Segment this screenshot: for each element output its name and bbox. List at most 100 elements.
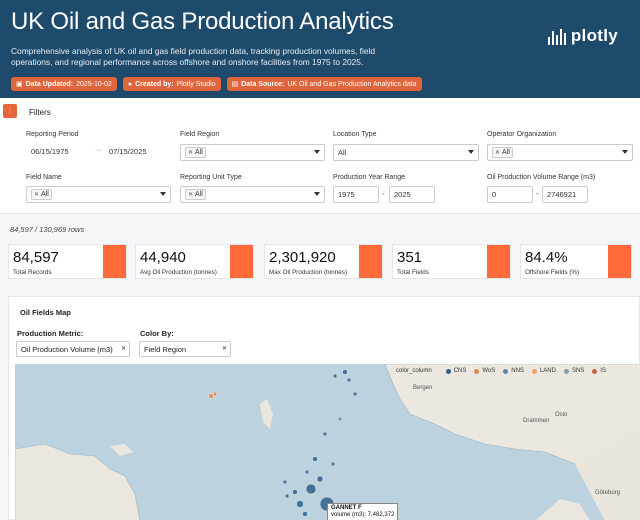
field-marker[interactable] bbox=[296, 500, 304, 508]
place-label-oslo: Oslo bbox=[555, 412, 568, 418]
legend-item-sns[interactable]: SNS bbox=[563, 368, 584, 374]
volume-max-input[interactable]: 2746921 bbox=[542, 186, 588, 203]
kpi-value: 84.4% bbox=[525, 249, 568, 266]
badge-row: ▣ Data Updated: 2025-10-02 ● Created by:… bbox=[11, 77, 422, 91]
legend-item-cns[interactable]: CNS bbox=[445, 368, 466, 374]
location-type-value: All bbox=[338, 148, 347, 157]
production-metric-select[interactable]: Oil Production Volume (m3) ✕ bbox=[16, 341, 130, 357]
field-marker[interactable] bbox=[332, 373, 338, 379]
reporting-unit-chip[interactable]: ✕ All bbox=[185, 189, 206, 200]
legend-item-is[interactable]: IS bbox=[592, 368, 606, 374]
volume-min-input[interactable]: 0 bbox=[487, 186, 533, 203]
field-marker[interactable] bbox=[304, 469, 310, 475]
map-plot-area[interactable]: Bergen Oslo Drammen Göteborg bbox=[15, 364, 640, 520]
color-by-select[interactable]: Field Region ✕ bbox=[139, 341, 231, 357]
kpi-card-max-oil: 2,301,920 Max Oil Production (tonnes) bbox=[264, 244, 383, 279]
badge-value: 2025-10-02 bbox=[76, 80, 112, 88]
norway-land bbox=[384, 364, 640, 520]
field-markers[interactable] bbox=[208, 369, 358, 517]
remove-icon[interactable]: ✕ bbox=[495, 150, 501, 156]
badge-label: Data Updated: bbox=[25, 80, 74, 88]
field-marker[interactable] bbox=[312, 456, 318, 462]
kpi-label: Avg Oil Production (tonnes) bbox=[140, 269, 217, 276]
row-count: 84,597 / 130,969 rows bbox=[10, 225, 85, 234]
legend-item-wos[interactable]: WoS bbox=[474, 368, 495, 374]
field-region-chip[interactable]: ✕ All bbox=[185, 147, 206, 158]
field-marker[interactable] bbox=[342, 369, 348, 375]
end-date-input[interactable]: 07/15/2025 bbox=[109, 147, 147, 156]
field-marker[interactable] bbox=[322, 431, 328, 437]
clear-icon[interactable]: ✕ bbox=[120, 346, 126, 352]
orkney-land bbox=[110, 444, 133, 456]
chevron-down-icon bbox=[468, 150, 474, 154]
chip-label: All bbox=[195, 191, 203, 198]
oil-fields-map-card: Oil Fields Map Production Metric: Oil Pr… bbox=[8, 296, 640, 520]
data-source-badge: ▤ Data Source: UK Oil and Gas Production… bbox=[226, 77, 422, 91]
year-min-input[interactable]: 1975 bbox=[333, 186, 379, 203]
field-marker[interactable] bbox=[292, 489, 298, 495]
clear-icon[interactable]: ✕ bbox=[221, 346, 227, 352]
arrow-right-icon: → bbox=[93, 144, 103, 155]
field-marker[interactable] bbox=[346, 377, 352, 383]
shetland-land bbox=[260, 399, 273, 429]
legend-item-nns[interactable]: NNS bbox=[503, 368, 524, 374]
field-marker[interactable] bbox=[305, 483, 317, 495]
year-max-input[interactable]: 2025 bbox=[389, 186, 435, 203]
page-header: UK Oil and Gas Production Analytics Comp… bbox=[0, 0, 640, 98]
kpi-label: Offshore Fields (%) bbox=[525, 269, 580, 276]
start-date-input[interactable]: 06/15/1975 bbox=[31, 147, 69, 156]
remove-icon[interactable]: ✕ bbox=[188, 150, 194, 156]
legend-marker bbox=[445, 368, 451, 374]
field-marker[interactable] bbox=[302, 511, 308, 517]
legend-marker bbox=[474, 368, 480, 374]
legend-item-land[interactable]: LAND bbox=[531, 368, 556, 374]
field-name-chip[interactable]: ✕ All bbox=[31, 189, 52, 200]
field-region-select[interactable]: ✕ All bbox=[180, 144, 325, 161]
map-svg[interactable]: Bergen Oslo Drammen Göteborg bbox=[15, 364, 640, 520]
field-marker[interactable] bbox=[337, 416, 343, 422]
plotly-logo-icon bbox=[547, 27, 566, 45]
kpi-value: 84,597 bbox=[13, 249, 59, 266]
sliders-icon[interactable]: ⫶ bbox=[3, 104, 17, 118]
field-marker[interactable] bbox=[330, 461, 336, 467]
remove-icon[interactable]: ✕ bbox=[34, 192, 40, 198]
chevron-down-icon bbox=[314, 150, 320, 154]
field-marker[interactable] bbox=[352, 391, 358, 397]
reporting-period-range: 06/15/1975 → 07/15/2025 bbox=[26, 144, 171, 161]
field-region-label: Field Region bbox=[180, 131, 220, 138]
operator-org-select[interactable]: ✕ All bbox=[487, 144, 633, 161]
place-label-drammen: Drammen bbox=[523, 418, 549, 424]
legend-label: LAND bbox=[539, 368, 556, 374]
field-marker[interactable] bbox=[208, 393, 214, 399]
operator-org-label: Operator Organization bbox=[487, 131, 557, 138]
field-name-select[interactable]: ✕ All bbox=[26, 186, 171, 203]
remove-icon[interactable]: ✕ bbox=[188, 192, 194, 198]
kpi-value: 351 bbox=[397, 249, 423, 266]
plotly-logo[interactable]: plotly bbox=[547, 26, 618, 46]
filters-panel: ⫶ Filters Reporting Period 06/15/1975 → … bbox=[0, 98, 640, 214]
kpi-label: Total Records bbox=[13, 269, 52, 276]
kpi-accent-bar bbox=[359, 245, 382, 278]
kpi-label: Total Fields bbox=[397, 269, 429, 276]
page-subtitle: Comprehensive analysis of UK oil and gas… bbox=[11, 46, 376, 67]
field-marker[interactable] bbox=[316, 475, 324, 483]
chip-label: All bbox=[41, 191, 49, 198]
production-metric-label: Production Metric: bbox=[17, 329, 84, 338]
page-title: UK Oil and Gas Production Analytics bbox=[11, 8, 394, 35]
location-type-select[interactable]: All bbox=[333, 144, 479, 161]
reporting-unit-select[interactable]: ✕ All bbox=[180, 186, 325, 203]
kpi-card-total-records: 84,597 Total Records bbox=[8, 244, 127, 279]
legend-label: IS bbox=[600, 368, 606, 374]
calendar-icon: ▣ bbox=[16, 81, 23, 88]
operator-org-chip[interactable]: ✕ All bbox=[492, 147, 513, 158]
field-marker[interactable] bbox=[212, 391, 218, 397]
map-title: Oil Fields Map bbox=[20, 308, 71, 317]
kpi-card-avg-oil: 44,940 Avg Oil Production (tonnes) bbox=[135, 244, 254, 279]
tooltip-detail: volume (m3): 7,482,372 bbox=[331, 512, 395, 518]
scotland-land bbox=[15, 443, 141, 520]
color-by-value: Field Region bbox=[144, 344, 187, 354]
field-marker[interactable] bbox=[282, 479, 288, 485]
field-marker[interactable] bbox=[284, 493, 290, 499]
legend-marker bbox=[592, 368, 598, 374]
kpi-card-total-fields: 351 Total Fields bbox=[392, 244, 511, 279]
